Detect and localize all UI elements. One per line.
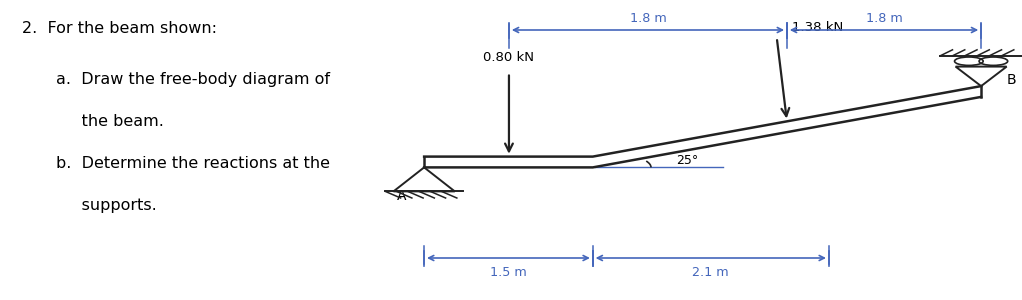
Text: B: B (1007, 73, 1016, 87)
Text: 2.  For the beam shown:: 2. For the beam shown: (22, 21, 218, 36)
Text: 0.80 kN: 0.80 kN (483, 51, 535, 64)
Text: 1.8 m: 1.8 m (630, 11, 666, 25)
Text: A: A (397, 189, 407, 203)
Text: 25°: 25° (677, 154, 699, 167)
Text: the beam.: the beam. (56, 114, 165, 129)
Text: 2.1 m: 2.1 m (693, 266, 729, 280)
Text: 1.5 m: 1.5 m (491, 266, 526, 280)
Text: b.  Determine the reactions at the: b. Determine the reactions at the (56, 156, 330, 171)
Text: 1.38 kN: 1.38 kN (792, 21, 843, 34)
Text: supports.: supports. (56, 198, 157, 213)
Text: a.  Draw the free-body diagram of: a. Draw the free-body diagram of (56, 72, 330, 87)
Text: 1.8 m: 1.8 m (866, 11, 902, 25)
